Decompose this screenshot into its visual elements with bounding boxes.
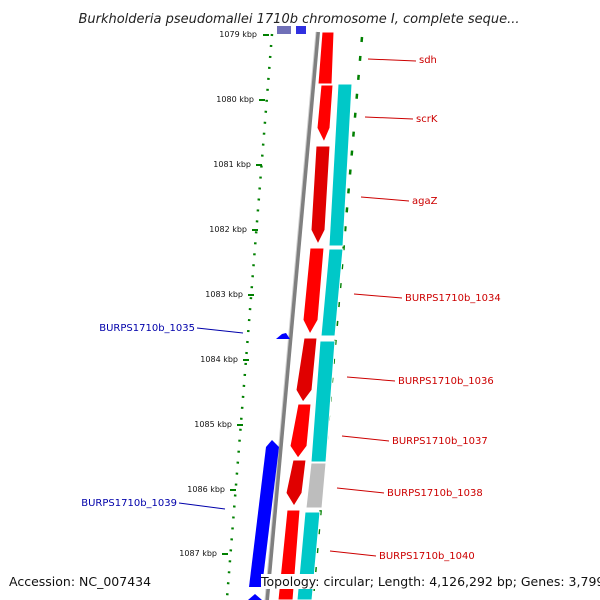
gene-label-leader-line xyxy=(364,116,414,120)
ruler-tick-label: 1080 kbp xyxy=(216,95,254,104)
ruler-tick-label: 1082 kbp xyxy=(209,225,247,234)
gene-label-agaZ[interactable]: agaZ xyxy=(412,196,438,207)
gene-labels: sdh scrK agaZ BURPS1710b_1034 BURPS1710b_103… xyxy=(81,55,501,562)
genome-summary-text: Topology: circular; Length: 4,126,292 bp… xyxy=(261,574,600,589)
ruler-tick-label: 1086 kbp xyxy=(187,485,225,494)
gene-label-BURPS1710b_1037[interactable]: BURPS1710b_1037 xyxy=(392,436,488,447)
ruler-tick-label: 1084 kbp xyxy=(200,355,238,364)
gene-label-leader-line xyxy=(196,327,244,334)
cds-feature-BURPS1710b_1038[interactable] xyxy=(285,459,307,507)
gene-label-BURPS1710b_1040[interactable]: BURPS1710b_1040 xyxy=(379,551,475,562)
forward-cds-track xyxy=(277,31,335,600)
gene-label-BURPS1710b_1036[interactable]: BURPS1710b_1036 xyxy=(398,376,494,387)
gene-label-sdh[interactable]: sdh xyxy=(419,55,437,66)
cds-feature-BURPS1710b_1034[interactable] xyxy=(302,247,325,336)
pseudo-feature-block[interactable] xyxy=(305,462,327,509)
backbone-highlight xyxy=(264,31,317,600)
sequence-backbone xyxy=(265,31,320,600)
accession-text: Accession: NC_007434 xyxy=(9,574,152,589)
ruler-tick-label: 1087 kbp xyxy=(179,549,217,558)
gene-label-BURPS1710b_1035[interactable]: BURPS1710b_1035 xyxy=(99,323,195,334)
gene-label-leader-line xyxy=(353,293,403,299)
secondary-feature-block[interactable] xyxy=(320,248,344,337)
ruler-tick-label: 1085 kbp xyxy=(194,420,232,429)
gene-label-BURPS1710b_1034[interactable]: BURPS1710b_1034 xyxy=(405,293,501,304)
gene-label-leader-line xyxy=(329,550,377,557)
secondary-feature-block[interactable] xyxy=(310,340,336,463)
gene-label-leader-line xyxy=(341,435,390,442)
reverse-feature-fragment[interactable] xyxy=(296,26,306,34)
gene-label-scrK[interactable]: scrK xyxy=(416,114,438,125)
cds-feature-scrK[interactable] xyxy=(316,84,334,144)
ruler-tick-label: 1081 kbp xyxy=(213,160,251,169)
reverse-feature-fragment[interactable] xyxy=(277,26,291,34)
gene-label-leader-line xyxy=(360,196,410,202)
map-title: Burkholderia pseudomallei 1710b chromoso… xyxy=(78,12,519,27)
secondary-feature-block[interactable] xyxy=(328,83,353,247)
gene-label-BURPS1710b_1038[interactable]: BURPS1710b_1038 xyxy=(387,488,483,499)
cds-feature-BURPS1710b_1037[interactable] xyxy=(289,403,312,459)
reverse-feature-fragment[interactable] xyxy=(248,594,262,600)
gene-label-leader-line xyxy=(336,487,385,494)
cds-feature-agaZ[interactable] xyxy=(310,145,331,246)
ruler-tick-label: 1083 kbp xyxy=(205,290,243,299)
gene-label-leader-line xyxy=(178,502,226,510)
reverse-cds-track xyxy=(248,333,290,600)
gene-label-BURPS1710b_1039[interactable]: BURPS1710b_1039 xyxy=(81,498,177,509)
ruler-ticks: 1079 kbp 1080 kbp 1081 kbp 1082 kbp 1083 kbp… xyxy=(179,30,269,558)
ruler-tick-label: 1079 kbp xyxy=(219,30,257,39)
gene-label-leader-line xyxy=(346,376,396,382)
cds-feature-BURPS1710b_1035[interactable] xyxy=(276,333,290,339)
cds-feature-sdh[interactable] xyxy=(317,31,335,85)
cds-feature-BURPS1710b_1039[interactable] xyxy=(249,440,279,587)
cds-feature-BURPS1710b_1036[interactable] xyxy=(295,337,318,403)
gene-label-leader-line xyxy=(367,58,417,62)
